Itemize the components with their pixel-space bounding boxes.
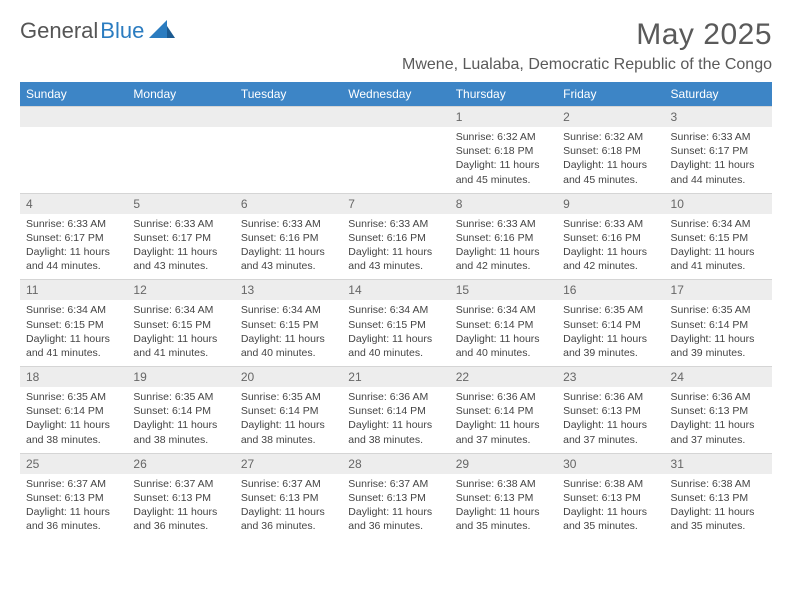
- day-number-cell: 13: [235, 280, 342, 301]
- title-block: May 2025: [636, 18, 772, 52]
- day-detail-cell: Sunrise: 6:35 AMSunset: 6:14 PMDaylight:…: [665, 300, 772, 366]
- day-detail-cell: Sunrise: 6:37 AMSunset: 6:13 PMDaylight:…: [342, 474, 449, 540]
- calendar-body: 123Sunrise: 6:32 AMSunset: 6:18 PMDaylig…: [20, 107, 772, 540]
- day-detail-cell: Sunrise: 6:37 AMSunset: 6:13 PMDaylight:…: [127, 474, 234, 540]
- day-detail-cell: Sunrise: 6:35 AMSunset: 6:14 PMDaylight:…: [20, 387, 127, 453]
- day-number-cell: [127, 107, 234, 128]
- day-number-cell: 17: [665, 280, 772, 301]
- day-number-cell: 29: [450, 453, 557, 474]
- day-detail-cell: Sunrise: 6:34 AMSunset: 6:14 PMDaylight:…: [450, 300, 557, 366]
- day-number-cell: 2: [557, 107, 664, 128]
- day-number-cell: 12: [127, 280, 234, 301]
- day-number-row: 123: [20, 107, 772, 128]
- weekday-header: Monday: [127, 82, 234, 107]
- day-detail-cell: Sunrise: 6:34 AMSunset: 6:15 PMDaylight:…: [127, 300, 234, 366]
- day-detail-row: Sunrise: 6:33 AMSunset: 6:17 PMDaylight:…: [20, 214, 772, 280]
- day-number-cell: 24: [665, 367, 772, 388]
- day-detail-cell: Sunrise: 6:33 AMSunset: 6:16 PMDaylight:…: [235, 214, 342, 280]
- day-detail-cell: Sunrise: 6:37 AMSunset: 6:13 PMDaylight:…: [235, 474, 342, 540]
- day-number-cell: 3: [665, 107, 772, 128]
- day-detail-row: Sunrise: 6:34 AMSunset: 6:15 PMDaylight:…: [20, 300, 772, 366]
- day-detail-cell: Sunrise: 6:33 AMSunset: 6:17 PMDaylight:…: [665, 127, 772, 193]
- day-detail-cell: Sunrise: 6:34 AMSunset: 6:15 PMDaylight:…: [235, 300, 342, 366]
- weekday-header: Tuesday: [235, 82, 342, 107]
- day-number-cell: 9: [557, 193, 664, 214]
- day-number-cell: 25: [20, 453, 127, 474]
- day-number-cell: 19: [127, 367, 234, 388]
- day-number-cell: 28: [342, 453, 449, 474]
- location-text: Mwene, Lualaba, Democratic Republic of t…: [20, 56, 772, 74]
- weekday-header-row: SundayMondayTuesdayWednesdayThursdayFrid…: [20, 82, 772, 107]
- day-detail-cell: Sunrise: 6:36 AMSunset: 6:13 PMDaylight:…: [665, 387, 772, 453]
- day-detail-row: Sunrise: 6:37 AMSunset: 6:13 PMDaylight:…: [20, 474, 772, 540]
- day-number-cell: 26: [127, 453, 234, 474]
- weekday-header: Wednesday: [342, 82, 449, 107]
- day-detail-cell: Sunrise: 6:33 AMSunset: 6:17 PMDaylight:…: [127, 214, 234, 280]
- day-number-cell: 8: [450, 193, 557, 214]
- day-detail-cell: Sunrise: 6:35 AMSunset: 6:14 PMDaylight:…: [235, 387, 342, 453]
- day-detail-cell: Sunrise: 6:38 AMSunset: 6:13 PMDaylight:…: [450, 474, 557, 540]
- day-number-cell: 20: [235, 367, 342, 388]
- day-detail-cell: Sunrise: 6:33 AMSunset: 6:17 PMDaylight:…: [20, 214, 127, 280]
- day-number-cell: 21: [342, 367, 449, 388]
- day-number-cell: 18: [20, 367, 127, 388]
- day-detail-cell: Sunrise: 6:38 AMSunset: 6:13 PMDaylight:…: [557, 474, 664, 540]
- day-number-cell: 5: [127, 193, 234, 214]
- day-detail-row: Sunrise: 6:35 AMSunset: 6:14 PMDaylight:…: [20, 387, 772, 453]
- header: GeneralBlue May 2025: [20, 18, 772, 52]
- brand-part1: General: [20, 18, 98, 44]
- day-number-cell: 23: [557, 367, 664, 388]
- day-number-cell: 6: [235, 193, 342, 214]
- day-detail-cell: Sunrise: 6:36 AMSunset: 6:14 PMDaylight:…: [342, 387, 449, 453]
- day-number-cell: 16: [557, 280, 664, 301]
- day-detail-cell: Sunrise: 6:35 AMSunset: 6:14 PMDaylight:…: [127, 387, 234, 453]
- day-detail-cell: Sunrise: 6:35 AMSunset: 6:14 PMDaylight:…: [557, 300, 664, 366]
- day-number-row: 25262728293031: [20, 453, 772, 474]
- weekday-header: Thursday: [450, 82, 557, 107]
- day-detail-cell: Sunrise: 6:34 AMSunset: 6:15 PMDaylight:…: [342, 300, 449, 366]
- day-number-cell: 30: [557, 453, 664, 474]
- brand-part2: Blue: [100, 18, 144, 44]
- weekday-header: Saturday: [665, 82, 772, 107]
- month-title: May 2025: [636, 18, 772, 52]
- day-detail-cell: Sunrise: 6:34 AMSunset: 6:15 PMDaylight:…: [20, 300, 127, 366]
- day-detail-cell: Sunrise: 6:33 AMSunset: 6:16 PMDaylight:…: [450, 214, 557, 280]
- day-number-row: 18192021222324: [20, 367, 772, 388]
- brand-logo: GeneralBlue: [20, 18, 175, 44]
- day-detail-cell: Sunrise: 6:37 AMSunset: 6:13 PMDaylight:…: [20, 474, 127, 540]
- day-detail-cell: Sunrise: 6:32 AMSunset: 6:18 PMDaylight:…: [450, 127, 557, 193]
- day-detail-cell: Sunrise: 6:33 AMSunset: 6:16 PMDaylight:…: [557, 214, 664, 280]
- calendar-table: SundayMondayTuesdayWednesdayThursdayFrid…: [20, 82, 772, 540]
- day-detail-cell: [342, 127, 449, 193]
- day-detail-cell: Sunrise: 6:32 AMSunset: 6:18 PMDaylight:…: [557, 127, 664, 193]
- day-number-cell: 22: [450, 367, 557, 388]
- day-number-cell: 15: [450, 280, 557, 301]
- day-detail-cell: Sunrise: 6:36 AMSunset: 6:13 PMDaylight:…: [557, 387, 664, 453]
- day-number-cell: [235, 107, 342, 128]
- day-detail-cell: Sunrise: 6:34 AMSunset: 6:15 PMDaylight:…: [665, 214, 772, 280]
- day-detail-cell: [20, 127, 127, 193]
- day-detail-row: Sunrise: 6:32 AMSunset: 6:18 PMDaylight:…: [20, 127, 772, 193]
- day-number-cell: 31: [665, 453, 772, 474]
- day-detail-cell: [127, 127, 234, 193]
- weekday-header: Sunday: [20, 82, 127, 107]
- day-number-cell: 7: [342, 193, 449, 214]
- day-number-cell: [342, 107, 449, 128]
- weekday-header: Friday: [557, 82, 664, 107]
- day-number-cell: [20, 107, 127, 128]
- day-detail-cell: Sunrise: 6:33 AMSunset: 6:16 PMDaylight:…: [342, 214, 449, 280]
- day-number-cell: 11: [20, 280, 127, 301]
- day-number-row: 45678910: [20, 193, 772, 214]
- day-number-row: 11121314151617: [20, 280, 772, 301]
- day-number-cell: 1: [450, 107, 557, 128]
- day-number-cell: 27: [235, 453, 342, 474]
- day-number-cell: 14: [342, 280, 449, 301]
- day-detail-cell: Sunrise: 6:36 AMSunset: 6:14 PMDaylight:…: [450, 387, 557, 453]
- day-number-cell: 4: [20, 193, 127, 214]
- day-detail-cell: Sunrise: 6:38 AMSunset: 6:13 PMDaylight:…: [665, 474, 772, 540]
- brand-triangle-icon: [149, 18, 175, 44]
- day-number-cell: 10: [665, 193, 772, 214]
- day-detail-cell: [235, 127, 342, 193]
